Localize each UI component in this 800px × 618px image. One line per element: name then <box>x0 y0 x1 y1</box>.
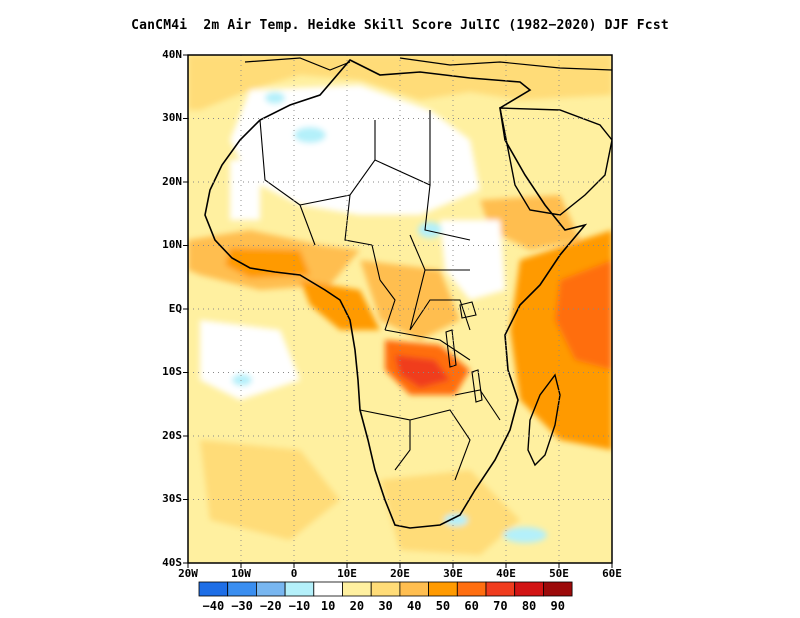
shade-atlantic-white2 <box>230 160 260 220</box>
madagascar-outline <box>527 373 561 467</box>
lon-label-60e: 60E <box>602 567 622 580</box>
colorbar-label: −20 <box>259 599 282 613</box>
colorbar-label: 10 <box>320 599 336 613</box>
shade-sahara-east <box>350 125 430 205</box>
shade-satlantic <box>200 440 340 540</box>
lat-label-10s: 10S <box>162 365 182 378</box>
colorbar-label: −40 <box>202 599 225 613</box>
colorbar-label: 30 <box>378 599 393 613</box>
lat-label-30n: 30N <box>162 111 182 124</box>
arabia-outline <box>499 107 612 216</box>
shade-central <box>360 260 460 340</box>
shade-guinea <box>300 280 380 330</box>
shade-atlantic-white <box>200 320 300 400</box>
lat-label-40n: 40N <box>162 48 182 61</box>
colorbar-label: −10 <box>288 599 311 613</box>
tick-marks <box>183 54 613 568</box>
lat-label-10n: 10N <box>162 238 182 251</box>
gridlines <box>188 55 612 563</box>
shade-med <box>188 55 612 110</box>
shade-south <box>380 470 520 555</box>
shade-blue6 <box>265 92 285 104</box>
shade-zambia-core <box>395 355 450 388</box>
colorbar-label: 60 <box>464 599 479 613</box>
colorbar-label: 80 <box>521 599 537 613</box>
shade-horn <box>480 195 580 250</box>
lat-label-40s: 40S <box>162 556 182 569</box>
shade-blue2 <box>232 374 252 386</box>
lake-victoria <box>459 301 477 319</box>
lon-label-20w: 20W <box>178 567 198 580</box>
lat-label-20s: 20S <box>162 429 182 442</box>
lat-label-30s: 30S <box>162 492 182 505</box>
country-borders <box>259 110 501 481</box>
colorbar-label: −30 <box>231 599 253 613</box>
lon-label-20e: 20E <box>390 567 410 580</box>
chart-title: CanCM4i 2m Air Temp. Heidke Skill Score … <box>131 18 669 33</box>
lon-label-0: 0 <box>290 567 298 580</box>
shade-eastafrica <box>440 220 505 300</box>
lon-label-10w: 10W <box>231 567 251 580</box>
shade-blue4 <box>418 222 442 238</box>
shade-westafrica-core <box>225 248 310 278</box>
colorbar-label: 20 <box>349 599 365 613</box>
colorbar-label: 70 <box>493 599 508 613</box>
shade-indian-core <box>555 260 612 370</box>
lake-tanganyika <box>445 329 457 368</box>
shade-blue1 <box>294 127 326 143</box>
africa-coastline <box>204 59 588 529</box>
lat-label-20n: 20N <box>162 175 182 188</box>
shade-blue5 <box>444 514 468 526</box>
colorbar-label: 40 <box>407 599 422 613</box>
lon-label-30e: 30E <box>443 567 463 580</box>
europe-outline <box>244 57 612 71</box>
lat-label-eq: EQ <box>168 302 182 315</box>
shade-blue3 <box>503 527 547 543</box>
lon-label-40e: 40E <box>496 567 516 580</box>
colorbar-label: 90 <box>550 599 565 613</box>
lon-label-50e: 50E <box>549 567 569 580</box>
lake-malawi <box>471 369 483 403</box>
colorbar-label: 50 <box>435 599 451 613</box>
lon-label-10e: 10E <box>337 567 357 580</box>
